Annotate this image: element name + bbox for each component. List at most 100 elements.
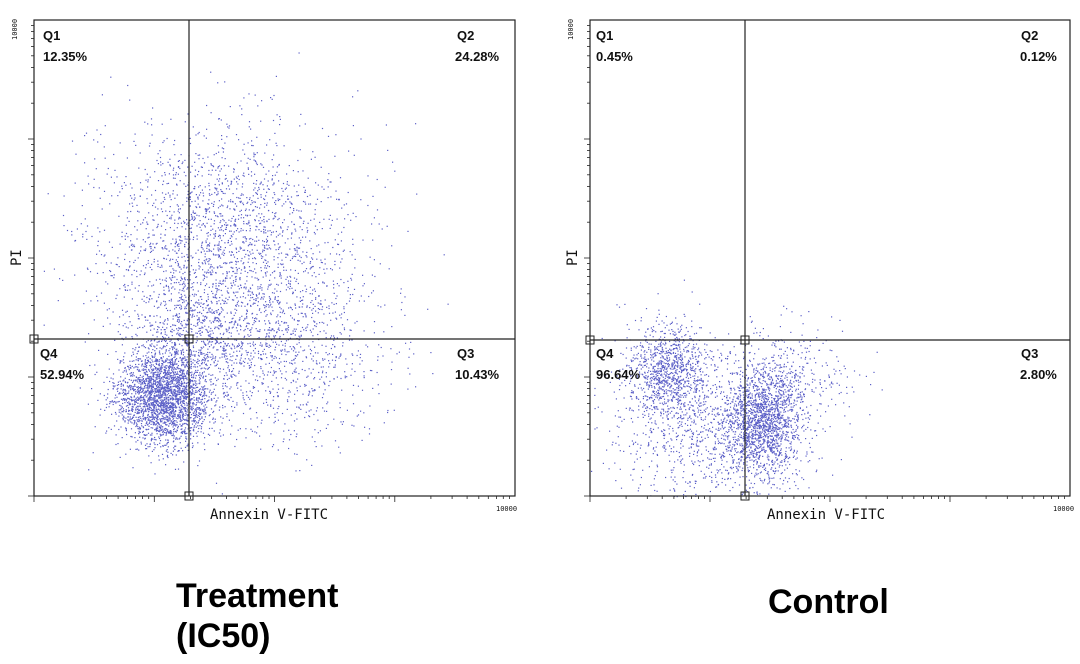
data-point [184, 446, 187, 448]
data-point [189, 295, 191, 297]
data-point [153, 376, 155, 378]
data-point [260, 196, 262, 198]
data-point [151, 412, 153, 414]
data-point [115, 394, 117, 396]
data-point [147, 186, 149, 188]
data-point [168, 355, 170, 357]
data-point [276, 290, 278, 292]
data-point [237, 175, 239, 177]
data-point [152, 403, 154, 405]
data-point [256, 432, 258, 434]
data-point [145, 267, 147, 269]
data-point [196, 416, 199, 418]
data-point [133, 423, 135, 425]
data-point [250, 329, 252, 331]
data-point [221, 198, 223, 200]
data-point [284, 242, 286, 244]
data-point [189, 398, 191, 400]
data-point [292, 256, 294, 258]
data-point [116, 388, 118, 390]
data-point [205, 209, 207, 211]
data-point [180, 384, 182, 386]
data-point [302, 200, 305, 203]
data-point [186, 445, 188, 447]
data-point [280, 277, 282, 279]
data-point [171, 328, 173, 330]
data-point [333, 287, 335, 289]
data-point [172, 349, 174, 351]
data-point [217, 267, 219, 269]
data-point [160, 377, 163, 379]
data-point [172, 238, 174, 240]
data-point [319, 308, 321, 310]
data-point [159, 283, 162, 285]
data-point [176, 227, 178, 229]
data-point [118, 428, 120, 431]
data-point [143, 405, 145, 408]
data-point [175, 407, 177, 409]
data-point [120, 407, 122, 409]
data-point [176, 184, 178, 186]
data-point [86, 238, 88, 240]
data-point [236, 384, 238, 386]
data-point [206, 104, 208, 107]
data-point [172, 418, 174, 420]
data-point [234, 219, 236, 221]
data-point [139, 431, 141, 433]
data-point [183, 431, 185, 433]
data-point [280, 349, 282, 351]
data-point [133, 403, 136, 405]
data-point [133, 414, 135, 416]
data-point [253, 345, 255, 347]
data-point [207, 244, 209, 246]
data-point [142, 412, 145, 414]
data-point [201, 353, 203, 355]
data-point [378, 393, 380, 395]
data-point [138, 428, 140, 430]
data-point [148, 382, 150, 384]
data-point [354, 267, 356, 269]
data-point [206, 364, 208, 367]
data-point [122, 380, 124, 382]
data-point [126, 289, 129, 291]
data-point [334, 155, 336, 157]
data-point [176, 394, 178, 396]
data-point [276, 171, 278, 173]
data-point [159, 433, 161, 435]
data-point [203, 318, 206, 320]
data-point [197, 401, 199, 403]
data-point [185, 440, 187, 442]
data-point [202, 375, 205, 377]
data-point [340, 261, 342, 263]
data-point [253, 189, 255, 191]
data-point [379, 263, 381, 265]
data-point [154, 372, 156, 374]
data-point [116, 420, 118, 422]
data-point [138, 167, 140, 169]
data-point [165, 424, 167, 426]
data-point [189, 196, 191, 198]
data-point [137, 220, 139, 222]
data-point [146, 443, 148, 445]
data-point [269, 305, 271, 307]
data-point [251, 200, 253, 202]
data-point [181, 256, 183, 258]
data-point [264, 267, 266, 269]
data-point [207, 298, 209, 300]
data-point [152, 364, 154, 366]
data-point [213, 212, 216, 214]
data-point [204, 390, 206, 393]
data-point [220, 435, 222, 437]
data-point [341, 258, 343, 260]
data-point [208, 182, 210, 184]
data-point [208, 173, 210, 175]
data-point [298, 52, 300, 54]
data-point [155, 402, 157, 405]
data-point [353, 154, 355, 156]
data-point [260, 204, 262, 206]
data-point [242, 204, 245, 206]
data-point [193, 188, 195, 190]
data-point [371, 274, 373, 276]
data-point [85, 230, 87, 233]
data-point [310, 248, 312, 250]
